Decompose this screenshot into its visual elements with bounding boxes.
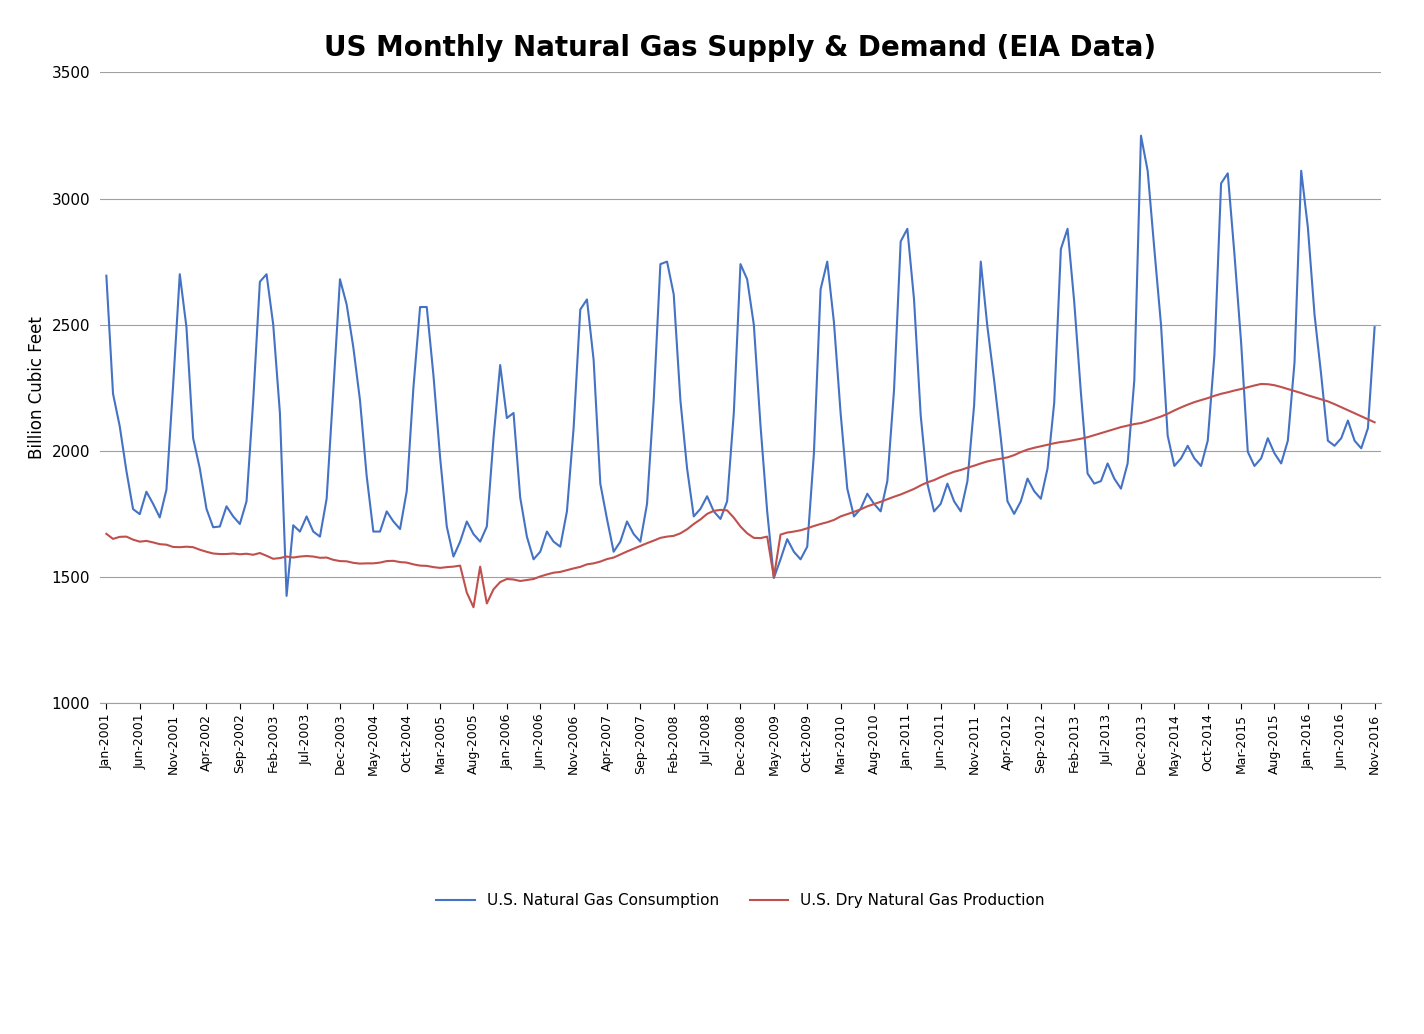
Y-axis label: Billion Cubic Feet: Billion Cubic Feet [28, 316, 46, 459]
U.S. Natural Gas Consumption [278, 589, 295, 602]
U.S. Dry Natural Gas Production [985, 454, 1002, 466]
U.S. Natural Gas Consumption [965, 399, 983, 412]
U.S. Dry Natural Gas Production [1253, 377, 1270, 390]
U.S. Dry Natural Gas Production [352, 557, 369, 570]
U.S. Natural Gas Consumption [357, 469, 375, 482]
Legend: U.S. Natural Gas Consumption, U.S. Dry Natural Gas Production: U.S. Natural Gas Consumption, U.S. Dry N… [430, 887, 1051, 915]
U.S. Natural Gas Consumption [1132, 129, 1149, 142]
U.S. Dry Natural Gas Production [1052, 435, 1069, 448]
U.S. Dry Natural Gas Production [98, 527, 115, 540]
U.S. Natural Gas Consumption [799, 541, 816, 553]
U.S. Dry Natural Gas Production [464, 601, 481, 613]
U.S. Dry Natural Gas Production [1012, 446, 1030, 458]
U.S. Dry Natural Gas Production [799, 522, 816, 535]
U.S. Natural Gas Consumption [98, 270, 115, 282]
U.S. Dry Natural Gas Production [1366, 416, 1383, 428]
Line: U.S. Dry Natural Gas Production: U.S. Dry Natural Gas Production [107, 384, 1374, 607]
U.S. Dry Natural Gas Production [965, 459, 983, 472]
U.S. Natural Gas Consumption [1012, 495, 1030, 508]
Line: U.S. Natural Gas Consumption: U.S. Natural Gas Consumption [107, 135, 1374, 596]
U.S. Natural Gas Consumption [1052, 243, 1069, 255]
Title: US Monthly Natural Gas Supply & Demand (EIA Data): US Monthly Natural Gas Supply & Demand (… [325, 34, 1156, 62]
U.S. Natural Gas Consumption [985, 374, 1002, 387]
U.S. Natural Gas Consumption [1366, 321, 1383, 333]
